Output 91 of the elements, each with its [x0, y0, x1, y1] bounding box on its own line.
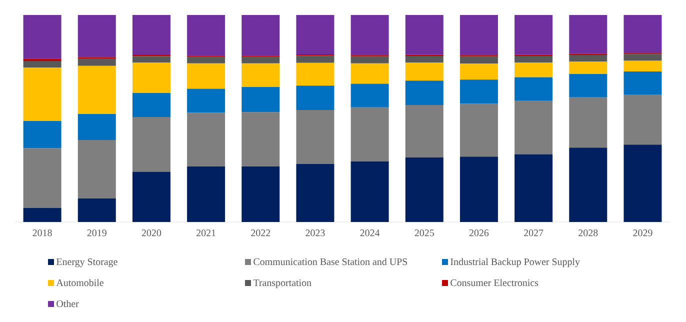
bar [78, 66, 116, 114]
x-tick-label: 2022 [251, 230, 270, 236]
x-tick-label: 2025 [414, 230, 434, 236]
bar [78, 198, 116, 222]
bar [569, 148, 608, 222]
bar [187, 166, 226, 222]
bar [460, 104, 498, 157]
bar [132, 172, 170, 222]
bar [78, 14, 116, 58]
bar [242, 87, 280, 112]
bar [405, 157, 444, 222]
bar [242, 166, 280, 222]
bar [405, 105, 444, 158]
bar [23, 60, 62, 68]
bar [350, 84, 389, 108]
bar [78, 58, 116, 66]
bar [514, 154, 553, 222]
x-tick-label: 2019 [87, 230, 106, 236]
x-tick-label: 2020 [142, 230, 162, 236]
bar [514, 14, 553, 55]
bar [569, 74, 608, 98]
bar [460, 14, 498, 56]
bar [296, 110, 334, 164]
bar [350, 56, 389, 64]
bar [460, 64, 498, 80]
bar [23, 208, 62, 222]
bar [569, 54, 608, 62]
bar [296, 14, 334, 55]
x-tick-label: 2028 [578, 230, 598, 236]
bar [242, 14, 280, 56]
bar [624, 144, 662, 222]
bar [132, 14, 170, 55]
legend-label: Industrial Backup Power Supply [450, 258, 580, 268]
x-tick-label: 2023 [306, 230, 325, 236]
bar [132, 117, 170, 172]
legend-label: Transportation [253, 279, 312, 288]
bar [242, 56, 280, 64]
bar [460, 80, 498, 104]
bar [187, 14, 226, 56]
bar [569, 62, 608, 74]
bar [78, 140, 116, 198]
bar [350, 63, 389, 84]
legend-label: Other [56, 300, 79, 308]
bar [132, 62, 170, 94]
bar [350, 107, 389, 162]
bar [569, 14, 608, 54]
bar [187, 88, 226, 113]
bar [78, 114, 116, 140]
bar [460, 56, 498, 64]
bar [242, 63, 280, 88]
x-tick-label: 2027 [524, 230, 544, 236]
bar [624, 72, 662, 95]
bar [23, 68, 62, 121]
legend-label: Energy Storage [56, 258, 118, 268]
legend-label: Consumer Electronics [450, 279, 538, 286]
bar [624, 60, 662, 72]
x-tick-label: 2021 [196, 230, 216, 236]
legend-label: Automobile [56, 279, 104, 286]
bar [514, 77, 553, 101]
bar [187, 56, 226, 64]
bar [296, 164, 334, 222]
bar [187, 112, 226, 166]
bar [514, 100, 553, 154]
bar [624, 14, 662, 54]
bar [350, 161, 389, 222]
bar [23, 14, 62, 59]
x-tick-label: 2026 [469, 230, 489, 236]
bar [624, 94, 662, 145]
x-tick-label: 2024 [360, 230, 380, 236]
bar [405, 62, 444, 81]
bar [187, 63, 226, 89]
bar [132, 56, 170, 63]
x-tick-label: 2018 [32, 230, 52, 236]
x-tick-label: 2029 [633, 230, 652, 236]
bar [350, 14, 389, 56]
bar [569, 97, 608, 148]
bar [23, 148, 62, 208]
bar [460, 156, 498, 222]
bar [296, 86, 334, 110]
bar [514, 62, 553, 78]
bar [514, 56, 553, 63]
bar [242, 112, 280, 166]
bar [132, 93, 170, 118]
bar [296, 62, 334, 86]
bar [23, 120, 62, 148]
bar [296, 56, 334, 63]
bar [405, 56, 444, 63]
bar [405, 80, 444, 106]
bar [405, 14, 444, 55]
legend-label: Communication Base Station and UPS [254, 258, 408, 266]
bar [624, 54, 662, 61]
